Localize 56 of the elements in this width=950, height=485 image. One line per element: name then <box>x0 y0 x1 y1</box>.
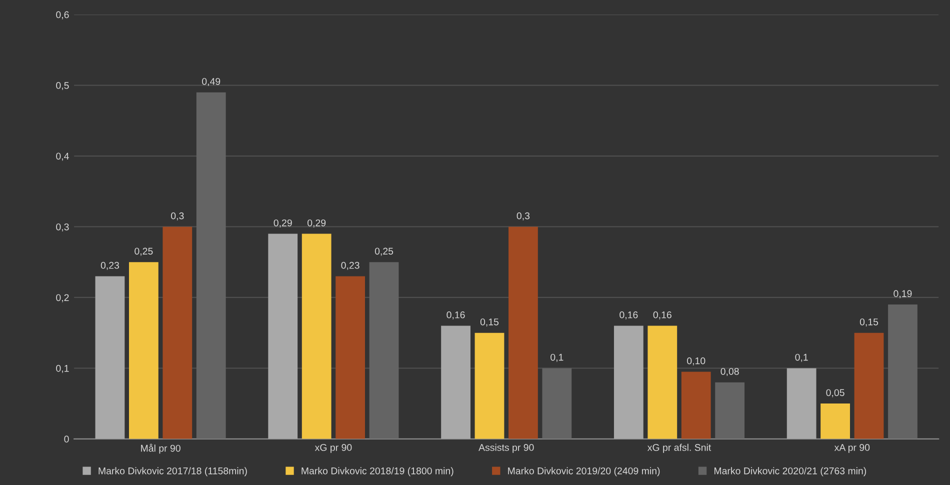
data-label: 0,16 <box>620 311 638 320</box>
data-label: 0,16 <box>446 311 465 320</box>
y-tick-label: 0,4 <box>56 152 69 161</box>
legend-label: Marko Divkovic 2019/20 (2409 min) <box>508 467 660 476</box>
data-label: 0,29 <box>274 219 292 228</box>
bar <box>820 404 850 439</box>
bar <box>888 304 918 439</box>
legend-label: Marko Divkovic 2020/21 (2763 min) <box>714 467 866 476</box>
y-tick-label: 0 <box>64 436 69 443</box>
bar <box>854 332 884 439</box>
data-label: 0,23 <box>100 262 120 270</box>
bar <box>542 368 572 439</box>
data-label: 0,16 <box>653 311 672 320</box>
bar <box>369 262 399 439</box>
bar <box>196 92 226 439</box>
bar <box>268 234 298 439</box>
data-label: 0,15 <box>860 318 878 326</box>
bar <box>614 326 644 439</box>
data-label: 0,3 <box>516 212 530 220</box>
bar <box>715 382 745 439</box>
data-label: 0,25 <box>134 248 153 256</box>
data-label: 0,05 <box>826 389 844 398</box>
y-tick-label: 0,2 <box>56 294 69 302</box>
data-label: 0,15 <box>480 318 499 326</box>
data-label: 0,25 <box>374 248 394 256</box>
y-tick-label: 0,1 <box>56 364 69 373</box>
y-tick-label: 0,5 <box>56 82 69 90</box>
legend-label: Marko Divkovic 2017/18 (1158min) <box>98 467 247 476</box>
bar <box>441 326 470 439</box>
data-label: 0,1 <box>550 354 564 362</box>
bar <box>128 262 158 439</box>
data-label: 0,1 <box>795 354 808 362</box>
data-label: 0,29 <box>308 219 326 228</box>
bar <box>474 332 504 439</box>
bar <box>786 368 816 439</box>
legend-label: Marko Divkovic 2018/19 (1800 min) <box>302 467 454 476</box>
data-label: 0,08 <box>720 368 739 376</box>
bar <box>302 234 332 439</box>
data-label: 0,49 <box>202 78 220 86</box>
y-tick-label: 0,6 <box>56 11 69 20</box>
data-label: 0,23 <box>341 262 360 270</box>
bar <box>508 226 538 439</box>
x-tick-label: Mål pr 90 <box>141 444 180 454</box>
bar <box>336 276 366 439</box>
bar <box>162 226 192 439</box>
data-label: 0,3 <box>171 212 184 220</box>
x-tick-label: xA pr 90 <box>834 444 870 453</box>
x-tick-label: xG pr 90 <box>314 444 352 453</box>
x-tick-label: xG pr afsl. Snit <box>647 444 712 453</box>
data-label: 0,19 <box>894 290 912 298</box>
data-label: 0,10 <box>687 357 706 366</box>
y-tick-label: 0,3 <box>56 223 69 232</box>
bar <box>648 326 678 439</box>
bar <box>681 372 711 439</box>
x-tick-label: Assists pr 90 <box>478 444 534 453</box>
bar <box>95 276 125 439</box>
